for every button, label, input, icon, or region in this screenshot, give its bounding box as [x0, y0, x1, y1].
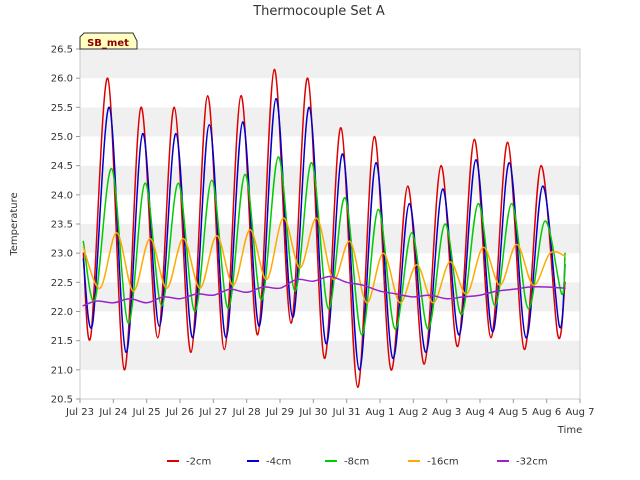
y-tick-label: 22.5 [51, 278, 73, 289]
y-tick-label: 23.0 [51, 249, 73, 260]
series-lines [82, 68, 566, 389]
series-line-16cm [82, 217, 566, 304]
legend-label: -4cm [266, 457, 291, 468]
grid-band [80, 136, 580, 166]
grid-band [80, 107, 580, 137]
grid-band [80, 49, 580, 79]
y-tick-label: 22.0 [51, 307, 73, 318]
y-tick-label: 21.5 [51, 336, 73, 347]
x-axis-label: Time [557, 425, 582, 436]
y-tick-label: 24.0 [51, 190, 73, 201]
grid-band [80, 78, 580, 108]
y-tick-label: 23.5 [51, 220, 73, 231]
x-tick-label: Aug 2 [399, 407, 428, 418]
grid-bands [80, 49, 580, 399]
y-tick-label: 25.0 [51, 132, 73, 143]
x-tick-label: Jul 23 [65, 407, 94, 418]
y-tick-label: 24.5 [51, 161, 73, 172]
series-line-4cm [82, 97, 566, 371]
y-tick-label: 26.5 [51, 45, 73, 56]
grid-band [80, 340, 580, 370]
x-tick-label: Aug 5 [499, 407, 528, 418]
x-tick-label: Jul 25 [132, 407, 161, 418]
x-tick-label: Jul 30 [298, 407, 327, 418]
x-tick-label: Jul 24 [98, 407, 127, 418]
legend-label: -32cm [516, 457, 548, 468]
legend-label: -16cm [427, 457, 459, 468]
grid-band [80, 194, 580, 224]
sb-met-badge: SB_met [79, 32, 138, 50]
x-tick-label: Jul 28 [232, 407, 261, 418]
badge-label: SB_met [87, 38, 129, 49]
x-tick-label: Jul 29 [265, 407, 294, 418]
y-tick-label: 21.0 [51, 365, 73, 376]
legend: -2cm -4cm -8cm -16cm -32cm [167, 457, 548, 468]
grid-band [80, 224, 580, 254]
y-axis-label: Temperature [9, 192, 20, 256]
y-tick-label: 25.5 [51, 103, 73, 114]
x-tick-label: Aug 6 [532, 407, 561, 418]
x-tick-label: Aug 3 [432, 407, 461, 418]
badge-shape [79, 32, 138, 50]
grid-band [80, 369, 580, 399]
y-tick-label: 20.5 [51, 395, 73, 406]
x-tick-label: Jul 27 [198, 407, 227, 418]
legend-label: -2cm [186, 457, 211, 468]
x-tick-label: Aug 7 [565, 407, 594, 418]
series-line-8cm [82, 156, 566, 336]
chart-title: Thermocouple Set A [252, 4, 385, 19]
x-tick-label: Jul 31 [332, 407, 361, 418]
x-tick-label: Aug 4 [465, 407, 494, 418]
y-tick-label: 26.0 [51, 74, 73, 85]
legend-label: -8cm [344, 457, 369, 468]
x-tick-label: Aug 1 [365, 407, 394, 418]
y-axis: 20.5 21.0 21.5 22.0 22.5 23.0 23.5 24.0 24.5 25.0… [51, 45, 80, 406]
x-axis: Jul 23 Jul 24 Jul 25 Jul 26 Jul 27 Jul 28 Jul … [65, 399, 595, 418]
grid-band [80, 165, 580, 195]
x-tick-label: Jul 26 [165, 407, 194, 418]
series-line-32cm [82, 275, 566, 307]
